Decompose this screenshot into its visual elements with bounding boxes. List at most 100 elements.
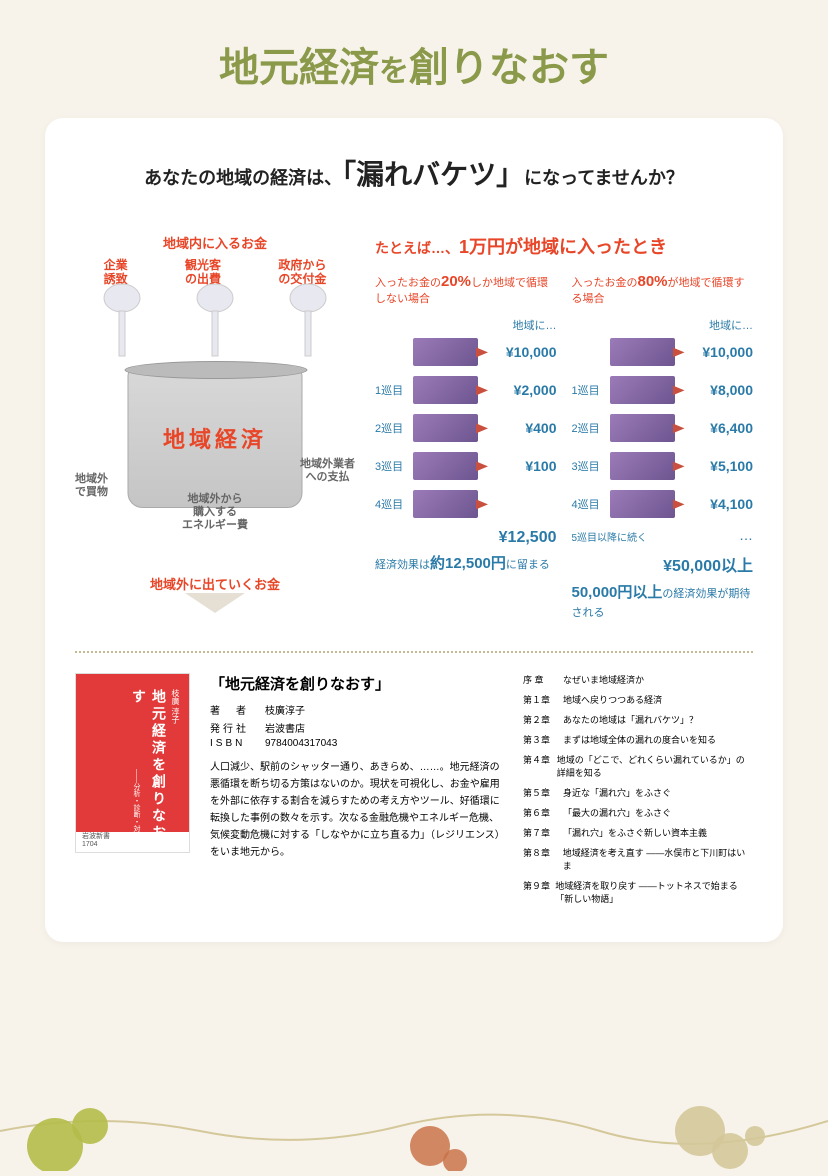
leak-right: 地域外業者 への支払 [300,458,355,484]
title-mid: を [379,55,409,88]
cycle-value: ¥6,400 [683,420,754,436]
bill-icon [610,452,675,480]
bucket-center-text: 地域経済 [163,422,267,454]
meta-label: 著 者 [210,702,265,717]
cycle-index: 4巡目 [572,496,610,512]
page-title: 地元経済を創りなおす [0,0,828,118]
toc-row: 第８章地域経済を考え直す ――水俣市と下川町はいま [523,846,753,872]
cycle-row: 1巡目¥2,000 [375,373,557,407]
meta-label: ISBN [210,738,265,749]
book-section: 枝廣 淳子 地元経済を創りなおす ――分析・診断・対策 岩波新書 1704 「地… [75,673,753,912]
book-cover: 枝廣 淳子 地元経済を創りなおす ――分析・診断・対策 岩波新書 1704 [75,673,190,853]
circ-title-pre: たとえば…、 [375,240,459,256]
spoon-icon-1 [97,283,147,358]
cycle-index: 4巡目 [375,496,413,512]
bucket-diagram: 地域内に入るお金 企業 誘致 観光客 の出費 政府から の交付金 地域経済 地域… [75,233,355,613]
spoons [75,283,355,358]
subtitle: あなたの地域の経済は、「漏れバケツ」になってませんか？ [75,153,753,193]
cycle-value: ¥2,000 [486,382,557,398]
bill-icon [413,414,478,442]
leak-left: 地域外 で買物 [75,473,108,499]
book-description: 人口減少、駅前のシャッター通り、あきらめ、……。地元経済の悪循環を断ち切る方策は… [210,759,503,861]
circulation-case-80: 入ったお金の80%が地域で循環する場合 地域に… ¥10,000 1巡目¥8,0… [572,271,754,621]
toc-chapter: 第１章 [523,693,563,706]
toc-title: まずは地域全体の漏れの度合いを知る [563,733,716,746]
decorative-blobs [0,1051,828,1171]
content-card: あなたの地域の経済は、「漏れバケツ」になってませんか？ 地域内に入るお金 企業 … [45,118,783,942]
toc-row: 第４章地域の「どこで、どれくらい漏れているか」の詳細を知る [523,753,753,779]
meta-value: 9784004317043 [265,738,337,749]
cycle-index: 3巡目 [572,458,610,474]
toc-title: 地域経済を考え直す ――水俣市と下川町はいま [563,846,753,872]
cycle-value: ¥4,100 [683,496,754,512]
toc-chapter: 第５章 [523,786,563,799]
case20-init-label: 地域に… [375,317,557,333]
book-cover-pub: 岩波新書 1704 [82,831,110,848]
toc-row: 第９章地域経済を取り戻す ――トットネスで始まる「新しい物語」 [523,879,753,905]
subtitle-big: 「漏れバケツ」 [342,159,524,190]
cycle-row: 2巡目 ¥400 [375,411,557,445]
cycle-value: ¥5,100 [683,458,754,474]
bill-icon [610,338,675,366]
book-meta-row: 発行社岩波書店 [210,720,503,735]
cycle-index: 3巡目 [375,458,413,474]
toc-chapter: 第３章 [523,733,563,746]
cycle-value: ¥400 [486,420,557,436]
case80-init-row: ¥10,000 [572,335,754,369]
toc-chapter: 第２章 [523,713,563,726]
bill-icon [413,338,478,366]
toc-row: 第２章あなたの地域は「漏れバケツ」？ [523,713,753,726]
case80-continue: 5巡目以降に続く [572,529,648,544]
case20-summary: 経済効果は約12,500円に留まる [375,553,557,576]
cycle-value: ¥100 [486,458,557,474]
case80-total: ¥50,000以上 [572,552,754,576]
toc-chapter: 第９章 [523,879,555,905]
toc-row: 第１章地域へ戻りつつある経済 [523,693,753,706]
bill-icon [413,452,478,480]
cycle-value: ¥8,000 [683,382,754,398]
toc-chapter: 第８章 [523,846,563,872]
circulation-area: たとえば…、1万円が地域に入ったとき 入ったお金の20%しか地域で循環しない場合… [375,233,753,621]
bill-icon [413,490,478,518]
cycle-row: 4巡目 [375,487,557,521]
inflow-title: 地域内に入るお金 [163,233,267,252]
cycle-index: 1巡目 [572,382,610,398]
toc-row: 第５章身近な「漏れ穴」をふさぐ [523,786,753,799]
toc-row: 第７章「漏れ穴」をふさぐ新しい資本主義 [523,826,753,839]
case80-dots: … [739,527,753,543]
toc-title: 地域経済を取り戻す ――トットネスで始まる「新しい物語」 [555,879,753,905]
toc-row: 第６章「最大の漏れ穴」をふさぐ [523,806,753,819]
case20-init-row: ¥10,000 [375,335,557,369]
book-meta-row: 著 者枝廣淳子 [210,702,503,717]
toc-title: 地域へ戻りつつある経済 [563,693,662,706]
cycle-row: 3巡目 ¥5,100 [572,449,754,483]
circ-title-emph: 1万円が地域に入ったとき [459,237,667,257]
meta-label: 発行社 [210,720,265,735]
cycle-index: 2巡目 [572,420,610,436]
toc-title: 身近な「漏れ穴」をふさぐ [563,786,671,799]
book-title: 「地元経済を創りなおす」 [210,673,503,694]
toc-title: 「漏れ穴」をふさぐ新しい資本主義 [563,826,707,839]
toc-row: 第３章まずは地域全体の漏れの度合いを知る [523,733,753,746]
infographic-area: 地域内に入るお金 企業 誘致 観光客 の出費 政府から の交付金 地域経済 地域… [75,233,753,621]
spoon-icon-3 [283,283,333,358]
arrow-down-icon [185,593,245,613]
outflow-title: 地域外に出ていくお金 [150,574,280,593]
circulation-case-20: 入ったお金の20%しか地域で循環しない場合 地域に… ¥10,000 1巡目¥2… [375,271,557,621]
spoon-icon-2 [190,283,240,358]
cycle-row: 4巡目 ¥4,100 [572,487,754,521]
cycle-row: 3巡目 ¥100 [375,449,557,483]
toc-chapter: 第６章 [523,806,563,819]
cycle-row: 1巡目 ¥8,000 [572,373,754,407]
bill-icon [610,414,675,442]
circulation-title: たとえば…、1万円が地域に入ったとき [375,233,753,259]
case80-summary: 50,000円以上の経済効果が期待される [572,582,754,621]
table-of-contents: 序 章なぜいま地域経済か第１章地域へ戻りつつある経済第２章あなたの地域は「漏れバ… [523,673,753,912]
case80-label: 入ったお金の80%が地域で循環する場合 [572,271,754,307]
toc-title: あなたの地域は「漏れバケツ」？ [563,713,698,726]
cycle-index: 2巡目 [375,420,413,436]
toc-title: 「最大の漏れ穴」をふさぐ [563,806,671,819]
subtitle-post: になってませんか？ [524,168,684,188]
case20-total: ¥12,500 [375,529,557,547]
subtitle-pre: あなたの地域の経済は、 [144,168,342,188]
